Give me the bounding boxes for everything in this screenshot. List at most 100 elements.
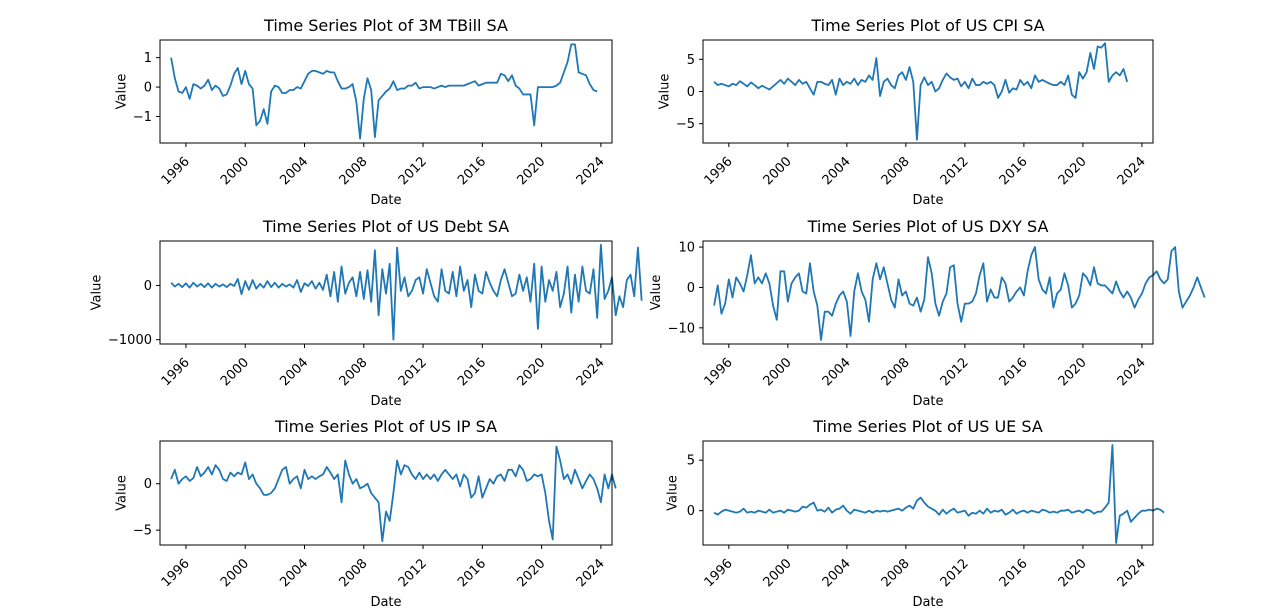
x-tick-label: 2024 bbox=[1115, 355, 1149, 389]
y-tick-label: 0 bbox=[144, 81, 152, 96]
x-tick-label: 2024 bbox=[574, 556, 608, 590]
x-tick-label: 2008 bbox=[337, 154, 371, 188]
axes-frame bbox=[159, 39, 613, 144]
subplot-3: Time Series Plot of US Debt SA 1996 2000 20… bbox=[90, 217, 643, 409]
x-tick-label: 1996 bbox=[702, 355, 736, 389]
x-tick-label: 2020 bbox=[514, 154, 548, 188]
x-tick-label: 2024 bbox=[1115, 154, 1149, 188]
series-line bbox=[170, 243, 643, 341]
x-tick-label: 2016 bbox=[455, 556, 489, 590]
y-tick-label: 0 bbox=[687, 504, 695, 519]
x-tick-label: 2008 bbox=[879, 355, 913, 389]
x-tick-label: 2000 bbox=[761, 556, 795, 590]
y-tick-label: −5 bbox=[133, 524, 152, 539]
x-tick-label: 2004 bbox=[820, 355, 854, 389]
axes-frame bbox=[702, 440, 1154, 546]
x-tick-label: 2008 bbox=[337, 355, 371, 389]
x-tick-label: 2004 bbox=[277, 355, 311, 389]
y-tick-label: 5 bbox=[687, 454, 695, 469]
x-axis-label: Date bbox=[912, 193, 943, 208]
chart-title: Time Series Plot of US Debt SA bbox=[262, 217, 509, 236]
series-line bbox=[713, 444, 1165, 544]
x-tick-label: 2024 bbox=[1115, 556, 1149, 590]
subplot-1: Time Series Plot of 3M TBill SA 1996 2000 2… bbox=[114, 16, 613, 208]
chart-title: Time Series Plot of US DXY SA bbox=[807, 217, 1049, 236]
x-tick-label: 2020 bbox=[514, 355, 548, 389]
y-axis-label: Value bbox=[657, 74, 672, 110]
x-tick-label: 2012 bbox=[938, 355, 972, 389]
y-tick-label: 0 bbox=[687, 281, 695, 296]
x-axis-label: Date bbox=[912, 394, 943, 409]
x-tick-label: 2004 bbox=[820, 556, 854, 590]
x-tick-label: 2016 bbox=[455, 355, 489, 389]
x-tick-label: 2012 bbox=[938, 556, 972, 590]
axes-frame bbox=[702, 39, 1154, 144]
subplot-2: Time Series Plot of US CPI SA 1996 2000 200… bbox=[657, 16, 1154, 208]
y-tick-label: −1000 bbox=[108, 333, 152, 348]
x-tick-label: 2004 bbox=[820, 154, 854, 188]
y-tick-label: 5 bbox=[687, 53, 695, 68]
x-tick-label: 2024 bbox=[574, 355, 608, 389]
y-axis-label: Value bbox=[666, 475, 681, 511]
x-tick-label: 2016 bbox=[455, 154, 489, 188]
x-tick-label: 2020 bbox=[1056, 154, 1090, 188]
chart-title: Time Series Plot of US UE SA bbox=[812, 417, 1043, 436]
x-axis-label: Date bbox=[912, 595, 943, 610]
x-axis-label: Date bbox=[370, 595, 401, 610]
axes-frame bbox=[159, 440, 613, 546]
y-tick-label: 10 bbox=[678, 241, 695, 256]
x-tick-label: 1996 bbox=[702, 556, 736, 590]
series-line bbox=[170, 43, 598, 140]
x-tick-label: 2020 bbox=[1056, 355, 1090, 389]
x-tick-label: 2004 bbox=[277, 556, 311, 590]
y-tick-label: 1 bbox=[144, 51, 152, 66]
y-axis-label: Value bbox=[649, 275, 664, 311]
x-tick-label: 2000 bbox=[218, 154, 252, 188]
y-axis-label: Value bbox=[114, 475, 129, 511]
series-line bbox=[170, 445, 617, 543]
axes-frame bbox=[702, 240, 1154, 345]
x-tick-label: 2004 bbox=[277, 154, 311, 188]
y-tick-label: −10 bbox=[668, 321, 695, 336]
x-tick-label: 1996 bbox=[159, 154, 193, 188]
axes-frame bbox=[159, 240, 613, 345]
x-tick-label: 2020 bbox=[1056, 556, 1090, 590]
x-tick-label: 2000 bbox=[761, 355, 795, 389]
x-tick-label: 2000 bbox=[218, 556, 252, 590]
subplot-5: Time Series Plot of US IP SA 1996 2000 2004… bbox=[114, 417, 617, 610]
chart-title: Time Series Plot of US IP SA bbox=[274, 417, 497, 436]
x-tick-label: 2008 bbox=[879, 154, 913, 188]
x-axis-label: Date bbox=[370, 193, 401, 208]
x-tick-label: 1996 bbox=[702, 154, 736, 188]
x-tick-label: 2008 bbox=[879, 556, 913, 590]
y-axis-label: Value bbox=[114, 74, 129, 110]
x-tick-label: 2016 bbox=[997, 154, 1031, 188]
y-tick-label: −5 bbox=[676, 117, 695, 132]
x-tick-label: 2000 bbox=[761, 154, 795, 188]
x-tick-label: 1996 bbox=[159, 556, 193, 590]
subplot-6: Time Series Plot of US UE SA 1996 2000 2004… bbox=[666, 417, 1165, 610]
y-tick-label: −1 bbox=[133, 110, 152, 125]
x-tick-label: 2012 bbox=[396, 556, 430, 590]
x-tick-label: 2012 bbox=[938, 154, 972, 188]
series-line bbox=[713, 42, 1129, 141]
y-axis-label: Value bbox=[90, 275, 105, 311]
x-tick-label: 2016 bbox=[997, 556, 1031, 590]
y-tick-label: 0 bbox=[144, 279, 152, 294]
y-tick-label: 0 bbox=[144, 477, 152, 492]
x-axis-label: Date bbox=[370, 394, 401, 409]
subplot-4: Time Series Plot of US DXY SA 1996 2000 200… bbox=[649, 217, 1206, 409]
x-tick-label: 2016 bbox=[997, 355, 1031, 389]
x-tick-label: 2012 bbox=[396, 355, 430, 389]
x-tick-label: 1996 bbox=[159, 355, 193, 389]
chart-title: Time Series Plot of 3M TBill SA bbox=[263, 16, 508, 35]
x-tick-label: 2024 bbox=[574, 154, 608, 188]
x-tick-label: 2000 bbox=[218, 355, 252, 389]
x-tick-label: 2008 bbox=[337, 556, 371, 590]
chart-title: Time Series Plot of US CPI SA bbox=[810, 16, 1044, 35]
y-tick-label: 0 bbox=[687, 85, 695, 100]
x-tick-label: 2020 bbox=[514, 556, 548, 590]
x-tick-label: 2012 bbox=[396, 154, 430, 188]
series-line bbox=[713, 246, 1206, 341]
